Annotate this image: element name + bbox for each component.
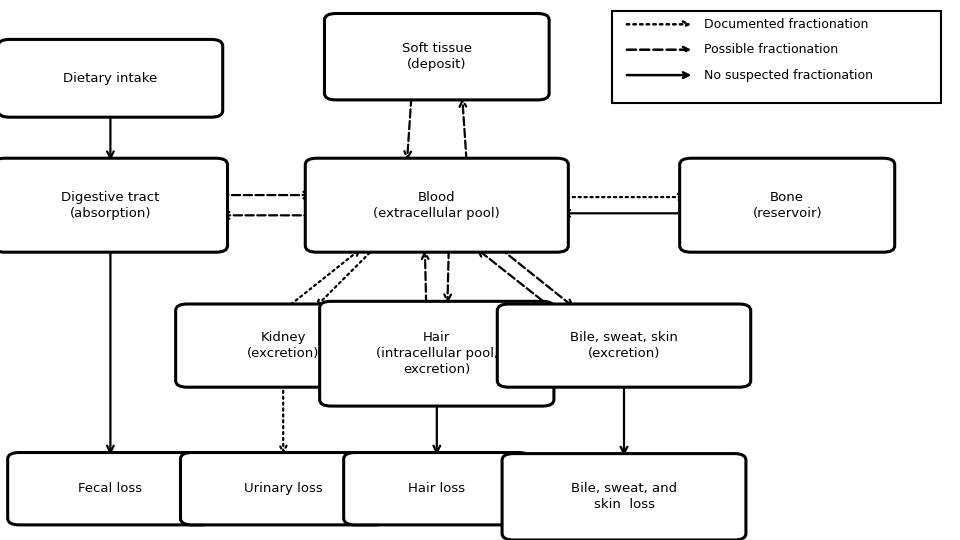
Text: Hair
(intracellular pool,
excretion): Hair (intracellular pool, excretion) <box>375 331 498 376</box>
Text: Fecal loss: Fecal loss <box>79 482 142 495</box>
Text: Urinary loss: Urinary loss <box>244 482 323 495</box>
FancyBboxPatch shape <box>612 11 941 103</box>
FancyBboxPatch shape <box>680 158 895 252</box>
Text: Blood
(extracellular pool): Blood (extracellular pool) <box>373 191 500 220</box>
Text: Kidney
(excretion): Kidney (excretion) <box>247 331 320 360</box>
Text: Digestive tract
(absorption): Digestive tract (absorption) <box>61 191 159 220</box>
FancyBboxPatch shape <box>305 158 568 252</box>
Text: Documented fractionation: Documented fractionation <box>704 18 868 31</box>
FancyBboxPatch shape <box>180 453 386 525</box>
FancyBboxPatch shape <box>8 453 213 525</box>
Text: Hair loss: Hair loss <box>408 482 466 495</box>
FancyBboxPatch shape <box>324 14 549 100</box>
Text: Possible fractionation: Possible fractionation <box>704 43 838 56</box>
Text: Bile, sweat, and
skin  loss: Bile, sweat, and skin loss <box>571 482 677 511</box>
FancyBboxPatch shape <box>497 304 751 387</box>
Text: Dietary intake: Dietary intake <box>63 72 157 85</box>
FancyBboxPatch shape <box>0 158 228 252</box>
FancyBboxPatch shape <box>176 304 391 387</box>
Text: Soft tissue
(deposit): Soft tissue (deposit) <box>402 42 471 71</box>
Text: Bile, sweat, skin
(excretion): Bile, sweat, skin (excretion) <box>570 331 678 360</box>
FancyBboxPatch shape <box>502 454 746 540</box>
FancyBboxPatch shape <box>344 453 530 525</box>
FancyBboxPatch shape <box>0 39 223 117</box>
Text: No suspected fractionation: No suspected fractionation <box>704 69 873 82</box>
FancyBboxPatch shape <box>320 301 554 406</box>
Text: Bone
(reservoir): Bone (reservoir) <box>753 191 822 220</box>
